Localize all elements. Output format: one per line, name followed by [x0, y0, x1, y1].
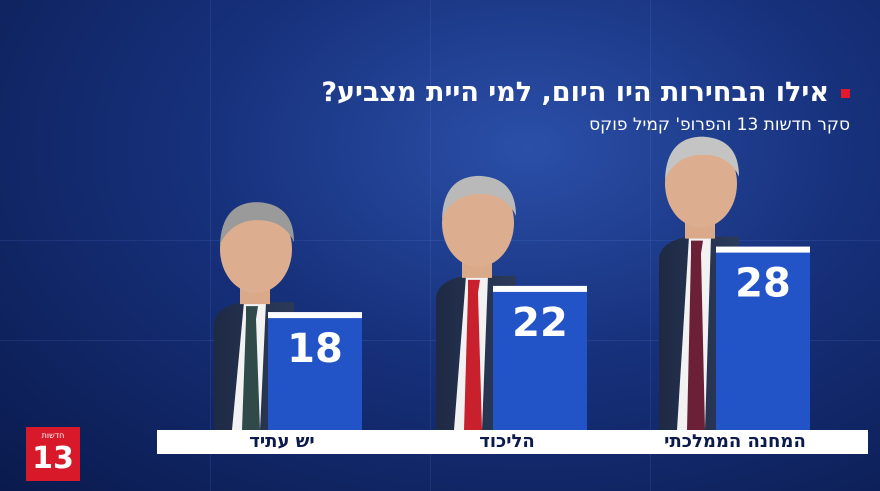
chart-subtitle: סקר חדשות 13 והפרופ' קמיל פוקס	[589, 115, 850, 135]
face-shape	[665, 139, 737, 228]
face-shape	[442, 178, 514, 267]
grid-line	[430, 0, 431, 491]
channel-13-logo: חדשות 13	[26, 427, 80, 481]
category-label-likud: הליכוד	[479, 431, 535, 452]
chart-title-text: אילו הבחירות היו היום, למי היית מצביע?	[321, 77, 829, 108]
category-label-yesh-atid: יש עתיד	[249, 431, 315, 452]
logo-number: 13	[32, 441, 74, 476]
bar-value-label: 18	[287, 326, 343, 372]
tie-shape	[464, 279, 482, 430]
logo-text: חדשות	[41, 431, 65, 440]
category-label-strip: יש עתיד הליכוד המחנה הממלכתי	[157, 430, 868, 454]
grid-line	[210, 0, 211, 491]
bar-value-label: 22	[512, 300, 568, 346]
bar-value-label: 28	[735, 261, 791, 307]
hair-shape	[665, 136, 739, 179]
grid-line	[0, 240, 880, 241]
bar-top-line	[268, 312, 362, 319]
face-shape	[220, 205, 292, 294]
bar	[493, 285, 587, 430]
tie-shape	[687, 240, 705, 430]
bar	[268, 312, 362, 430]
bar	[716, 246, 810, 430]
bar-top-line	[716, 246, 810, 253]
hair-shape	[220, 202, 294, 245]
grid-line	[650, 0, 651, 491]
category-label-national-unity: המחנה הממלכתי	[664, 431, 806, 452]
bar-top-line	[493, 285, 587, 292]
title-bullet-icon	[841, 89, 850, 98]
chart-title: אילו הבחירות היו היום, למי היית מצביע?	[290, 76, 850, 110]
tie-shape	[242, 306, 260, 430]
hair-shape	[442, 175, 516, 218]
